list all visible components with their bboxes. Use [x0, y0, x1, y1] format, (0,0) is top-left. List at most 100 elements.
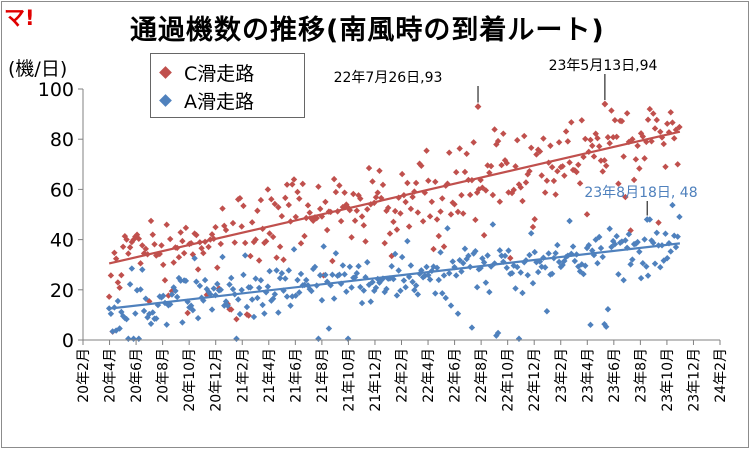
data-point [487, 162, 495, 170]
data-point [425, 177, 432, 184]
data-point [243, 303, 251, 311]
data-point [229, 219, 237, 227]
data-point [601, 157, 608, 164]
data-point [466, 191, 474, 199]
data-point [407, 205, 415, 213]
data-point [254, 294, 261, 302]
data-point [262, 238, 270, 245]
data-point [447, 211, 455, 218]
data-point [526, 167, 533, 175]
data-point [503, 159, 510, 167]
data-point [167, 235, 174, 243]
data-point [459, 210, 467, 217]
data-point [573, 168, 580, 176]
data-point [510, 186, 517, 194]
data-point [632, 156, 640, 163]
data-point [231, 239, 238, 246]
data-point [228, 306, 235, 313]
trend-line-a-runway [109, 242, 681, 310]
data-point [494, 329, 502, 337]
data-point [208, 306, 216, 313]
data-point [339, 262, 347, 269]
data-point [547, 142, 554, 149]
data-point [355, 262, 362, 270]
data-point [555, 258, 563, 266]
data-point [618, 238, 626, 245]
data-point [641, 155, 648, 162]
data-point [241, 239, 249, 247]
data-point [323, 226, 331, 234]
data-point [273, 267, 280, 274]
data-point [576, 180, 584, 187]
data-point [433, 216, 441, 223]
data-point [252, 236, 259, 243]
data-point [282, 275, 289, 282]
data-point [294, 276, 301, 284]
data-point [459, 259, 467, 267]
data-point [404, 237, 411, 245]
data-point [405, 223, 413, 230]
data-point [639, 260, 647, 267]
data-point [463, 150, 470, 157]
data-point [550, 177, 558, 185]
data-point [285, 201, 292, 209]
data-point [308, 287, 315, 295]
y-tick-label: 20 [50, 280, 74, 302]
data-point [271, 290, 279, 298]
data-point [555, 139, 563, 146]
data-point [409, 278, 416, 286]
legend-item-c-runway: C滑走路 [159, 58, 254, 86]
data-point [414, 291, 422, 298]
data-point [397, 287, 404, 294]
data-point [566, 159, 573, 166]
data-point [664, 120, 671, 127]
data-point [191, 255, 198, 262]
data-point [522, 179, 530, 186]
data-point [278, 270, 286, 277]
data-point [343, 288, 350, 295]
data-point [578, 117, 585, 124]
axes: 0 20 40 60 80 100 20年2月 20年4月 20年6月 20年8月 20年10月 20… [38, 79, 729, 412]
x-tick-label: 23年12月 [686, 348, 702, 412]
data-point [529, 223, 537, 231]
data-point [247, 284, 254, 291]
data-point [398, 170, 406, 178]
data-point [276, 274, 284, 282]
data-point [667, 109, 674, 116]
data-point [121, 232, 129, 240]
data-point [292, 292, 299, 299]
data-point [116, 325, 123, 332]
data-point [194, 314, 202, 322]
data-point [391, 207, 399, 215]
data-point [534, 268, 542, 276]
data-point [442, 294, 449, 302]
data-point [217, 286, 224, 293]
data-point [432, 290, 439, 297]
data-point [119, 243, 127, 251]
data-point [226, 281, 233, 288]
trend-line-c-runway [108, 130, 681, 265]
y-axis-unit-label: (機/日) [8, 58, 68, 80]
data-point [301, 232, 308, 240]
data-point [440, 243, 448, 250]
data-point [430, 245, 437, 253]
x-tick-label: 21年10月 [341, 348, 357, 412]
data-point [393, 292, 401, 299]
data-point [651, 125, 659, 132]
data-point [613, 232, 620, 240]
data-point [566, 217, 573, 225]
data-point [447, 302, 455, 309]
data-point [193, 231, 200, 239]
data-point [453, 272, 460, 279]
data-point [667, 248, 674, 255]
data-point [585, 242, 592, 249]
data-point [601, 320, 608, 328]
data-point [615, 271, 622, 278]
data-point [217, 240, 224, 248]
data-point [496, 247, 504, 254]
y-tick-label: 60 [50, 179, 74, 201]
data-point [175, 254, 183, 261]
x-tick-label: 20年12月 [209, 348, 225, 412]
data-point [552, 191, 559, 198]
data-point [372, 284, 380, 291]
